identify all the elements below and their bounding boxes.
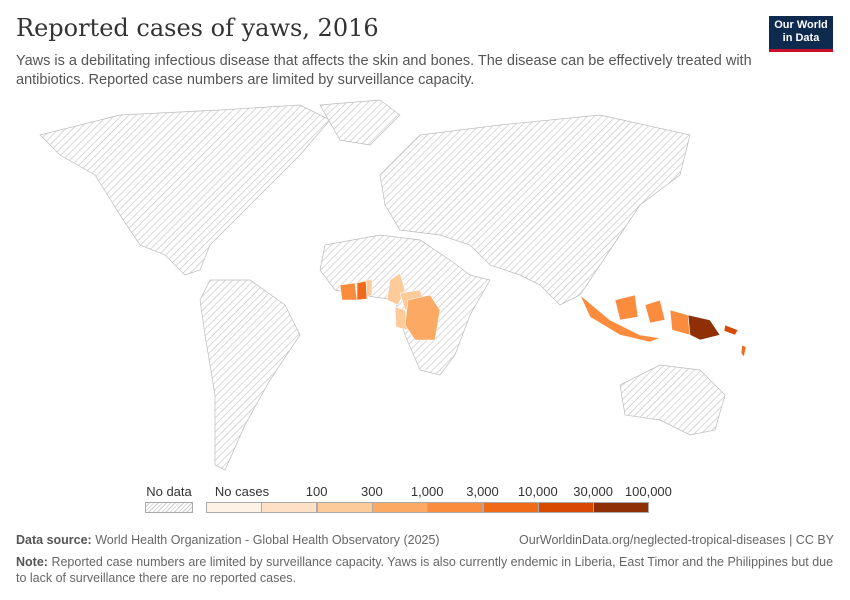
north-america	[39, 104, 331, 276]
reported-countries	[339, 272, 747, 358]
legend-tick-label: 100	[305, 484, 328, 499]
legend-bin[interactable]	[593, 502, 650, 513]
legend-bin[interactable]	[482, 502, 539, 513]
legend-no-cases-label: No cases	[214, 484, 270, 499]
country-west-africa-b	[356, 280, 368, 301]
legend-bin[interactable]	[371, 502, 428, 513]
country-drc	[404, 294, 441, 341]
legend-no-data-label: No data	[146, 484, 192, 499]
note-label: Note:	[16, 555, 48, 569]
world-map	[39, 99, 747, 471]
legend-tick-label: 1,000	[410, 484, 444, 499]
source-text: World Health Organization - Global Healt…	[95, 533, 440, 547]
legend-bin[interactable]	[261, 502, 318, 513]
logo-line-2: in Data	[782, 32, 820, 44]
country-west-africa-c	[365, 279, 373, 298]
legend: No data No cases 100 300 1,000 3,000 10,000 3…	[0, 484, 850, 524]
south-america	[199, 279, 301, 471]
country-borneo	[614, 294, 639, 321]
australia	[619, 364, 726, 436]
country-west-africa-a	[339, 282, 358, 301]
legend-tick-label: 3,000	[466, 484, 499, 499]
footer: Data source: World Health Organization -…	[16, 532, 834, 586]
country-vanuatu	[740, 344, 747, 358]
country-papua-indonesia	[669, 309, 691, 336]
logo-line-1: Our World	[774, 19, 828, 31]
legend-bin[interactable]	[206, 502, 262, 513]
greenland	[319, 99, 401, 146]
legend-tick-label: 100,000	[624, 484, 672, 499]
source-url-link[interactable]: OurWorldinData.org/neglected-tropical-di…	[519, 533, 834, 547]
legend-tick-label: 10,000	[517, 484, 558, 499]
country-papua-new-guinea	[687, 314, 721, 341]
legend-bin[interactable]	[316, 502, 373, 513]
owid-logo[interactable]: Our World in Data	[769, 16, 833, 52]
legend-no-data-swatch[interactable]	[145, 502, 193, 513]
chart-subtitle: Yaws is a debilitating infectious diseas…	[16, 53, 752, 88]
source-label: Data source:	[16, 533, 92, 547]
country-solomon-islands	[723, 324, 739, 336]
country-indonesia	[579, 294, 662, 343]
legend-tick-label: 300	[361, 484, 383, 499]
legend-tick-label: 30,000	[573, 484, 613, 499]
note-text: Reported case numbers are limited by sur…	[16, 555, 834, 585]
legend-bin[interactable]	[427, 502, 484, 513]
chart-title: Reported cases of yaws, 2016	[16, 14, 379, 42]
country-sulawesi	[644, 299, 666, 324]
legend-bin[interactable]	[537, 502, 594, 513]
